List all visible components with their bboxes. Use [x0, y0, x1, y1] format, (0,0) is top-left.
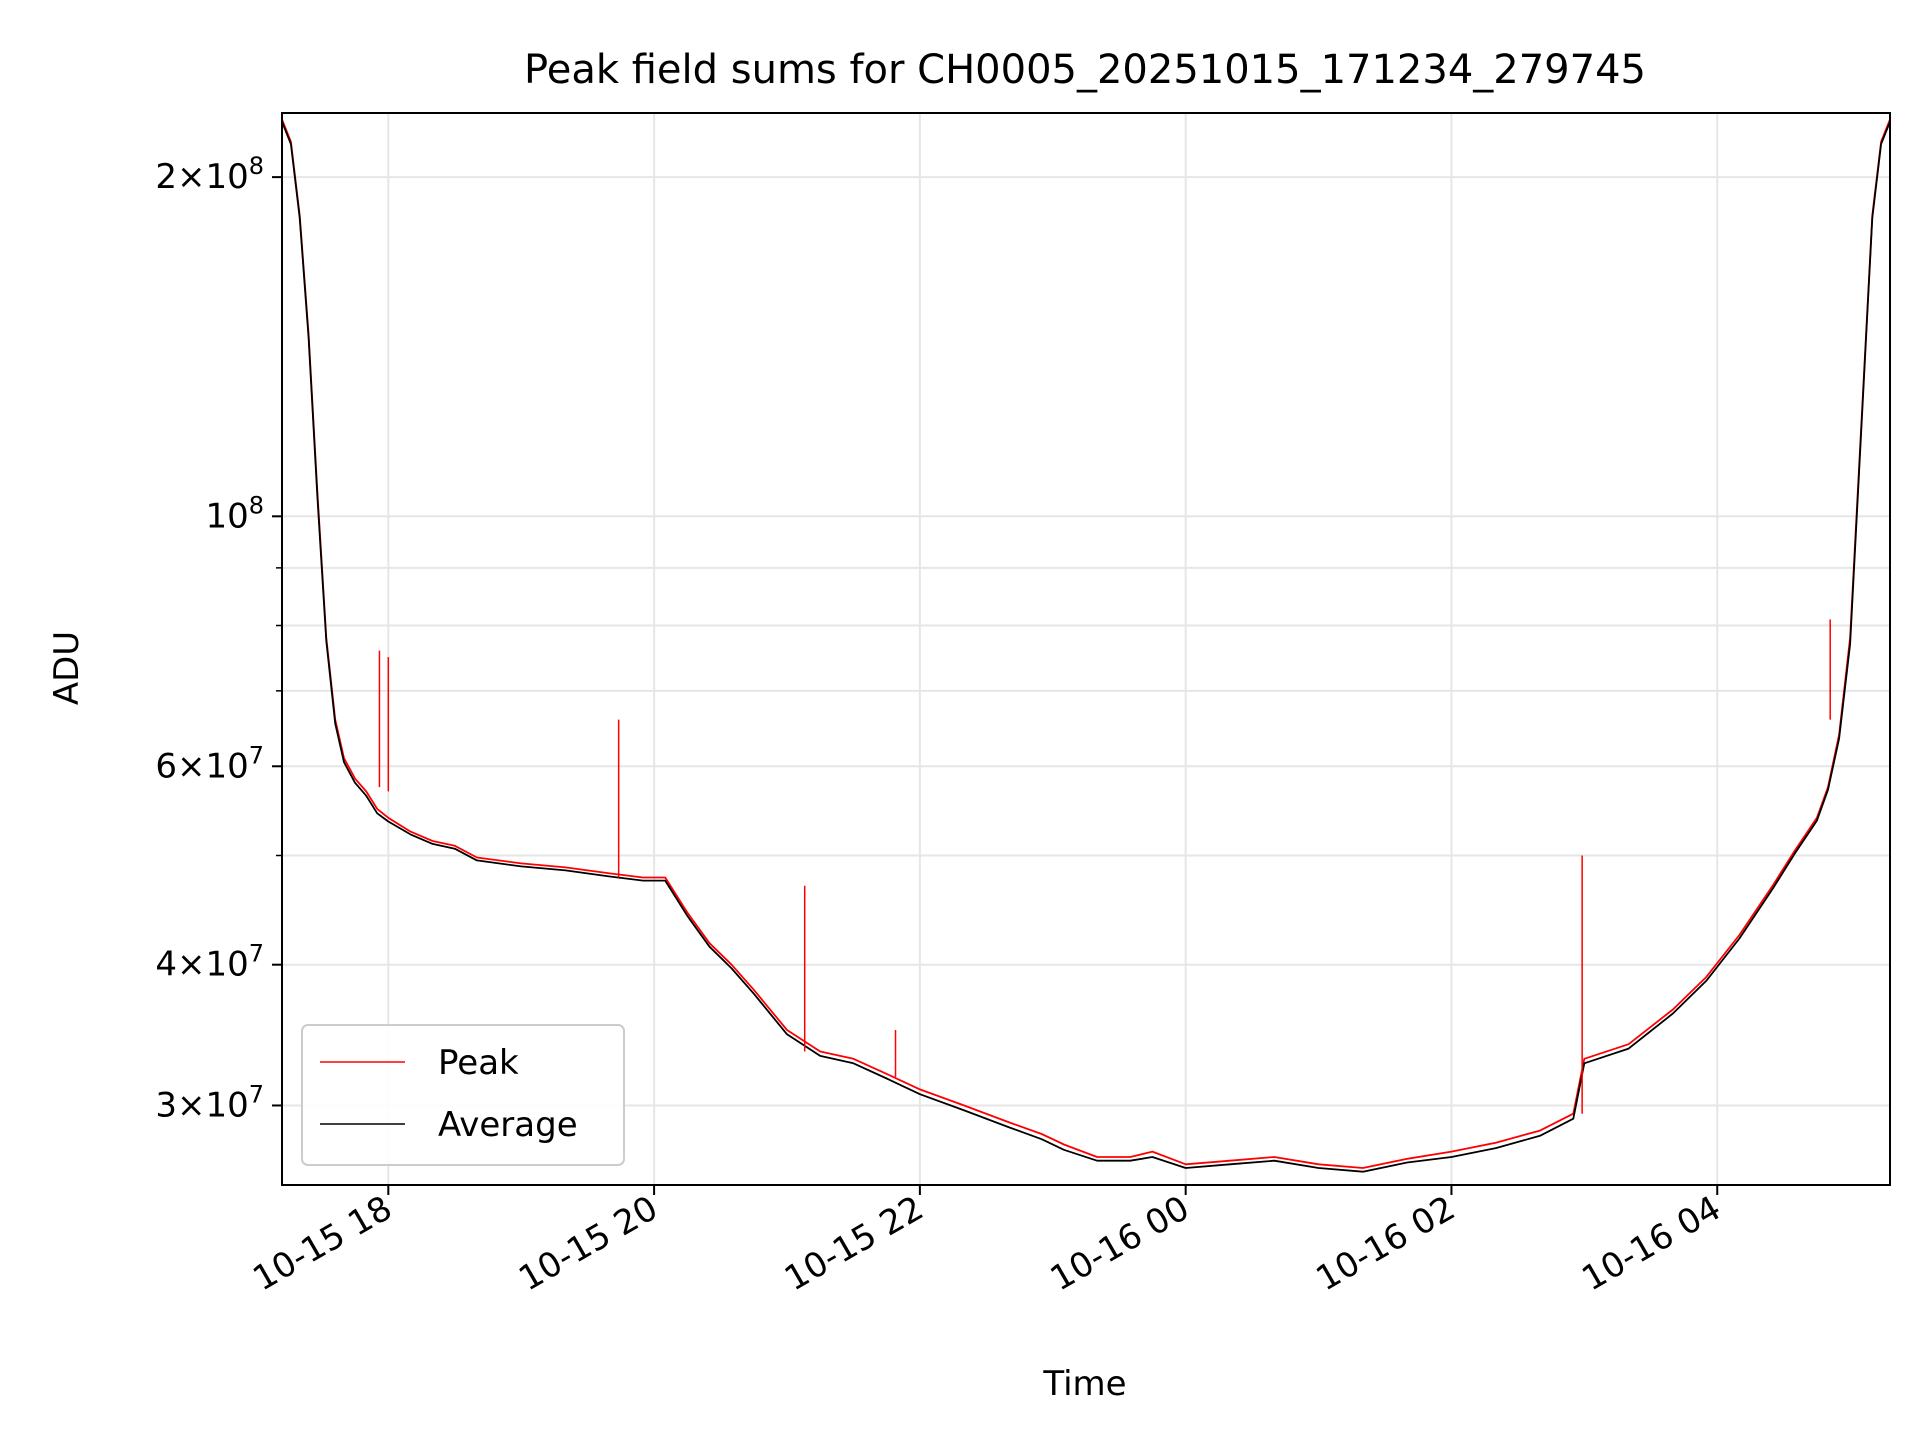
- series-line-average: [281, 121, 1891, 1173]
- y-tick-label: 108: [205, 491, 264, 536]
- legend: Peak Average: [301, 1024, 625, 1166]
- y-tick-label: 3×107: [155, 1080, 264, 1125]
- y-axis-label: ADU: [47, 631, 87, 705]
- y-tick-label: 4×107: [155, 940, 264, 985]
- legend-average-label: Average: [438, 1105, 578, 1145]
- y-tick-label: 6×107: [155, 741, 264, 786]
- plot-area-frame: [281, 112, 1891, 1186]
- y-tick-label: 2×108: [155, 152, 264, 197]
- y-axis: 3×107 4×107 6×107 108 2×108: [155, 152, 282, 1125]
- chart-title: Peak field sums for CH0005_20251015_1712…: [524, 47, 1646, 93]
- x-axis-label: Time: [1042, 1364, 1126, 1404]
- legend-peak-label: Peak: [438, 1043, 519, 1083]
- legend-box: [301, 1024, 625, 1166]
- series-line-peak: [281, 119, 1891, 1169]
- series-layer: [281, 119, 1891, 1173]
